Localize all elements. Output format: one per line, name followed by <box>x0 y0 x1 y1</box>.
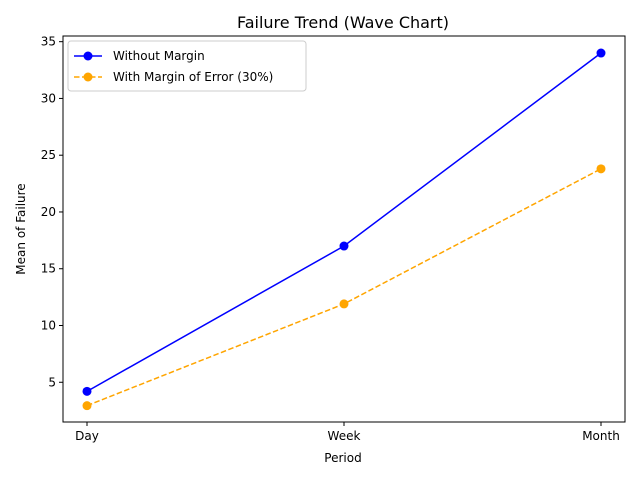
data-point <box>596 164 606 174</box>
plot-frame <box>62 35 626 423</box>
data-point <box>82 386 92 396</box>
y-tick-label: 25 <box>41 148 56 162</box>
series-line-0 <box>86 52 602 392</box>
legend-swatch-marker <box>83 51 93 61</box>
y-tick-label: 10 <box>41 319 56 333</box>
chart-title: Failure Trend (Wave Chart) <box>237 13 449 32</box>
x-tick-label: Month <box>582 429 620 443</box>
x-axis: Day Week Month <box>75 422 620 443</box>
data-point <box>596 48 606 58</box>
y-axis-label: Mean of Failure <box>14 183 28 274</box>
y-tick-label: 15 <box>41 262 56 276</box>
data-point <box>339 241 349 251</box>
series-line-1 <box>86 168 602 407</box>
y-tick-label: 30 <box>41 91 56 105</box>
legend-box <box>67 40 307 92</box>
legend: Without Margin With Margin of Error (30%) <box>67 40 307 92</box>
data-point <box>82 401 92 411</box>
y-axis: 5 10 15 20 25 30 35 <box>41 35 63 389</box>
x-tick-label: Week <box>328 429 361 443</box>
y-tick-label: 20 <box>41 205 56 219</box>
y-tick-label: 35 <box>41 35 56 49</box>
data-point <box>339 299 349 309</box>
legend-entry-label: With Margin of Error (30%) <box>113 70 273 84</box>
y-tick-label: 5 <box>48 375 56 389</box>
legend-entry-label: Without Margin <box>113 49 205 63</box>
legend-swatch-marker <box>83 72 93 82</box>
x-axis-label: Period <box>324 451 361 465</box>
x-tick-label: Day <box>75 429 99 443</box>
series-layer <box>82 48 606 411</box>
